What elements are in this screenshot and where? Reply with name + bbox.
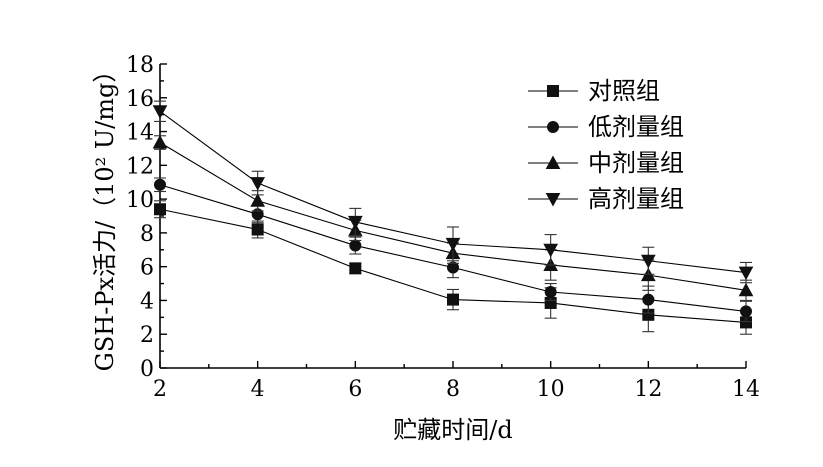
y-tick-label: 14 xyxy=(126,121,154,146)
data-point xyxy=(154,203,166,216)
data-point xyxy=(251,223,264,236)
legend-marker xyxy=(547,85,559,97)
x-tick-label: 8 xyxy=(446,377,460,402)
legend-item-3: 中剂量组 xyxy=(528,149,684,177)
x-tick-label: 4 xyxy=(251,377,265,402)
legend-label: 中剂量组 xyxy=(588,149,684,177)
y-tick-label: 18 xyxy=(126,53,154,78)
y-tick-label: 2 xyxy=(140,323,154,348)
series-2 xyxy=(154,177,752,323)
legend-label: 低剂量组 xyxy=(588,113,684,141)
y-tick-label: 12 xyxy=(126,154,154,179)
series-1 xyxy=(154,200,752,335)
data-point xyxy=(349,239,362,252)
legend-label: 高剂量组 xyxy=(588,185,684,213)
data-point xyxy=(740,305,752,318)
data-point xyxy=(347,215,363,230)
data-point xyxy=(642,293,655,306)
data-point xyxy=(154,178,166,191)
y-tick-label: 4 xyxy=(140,289,154,314)
x-axis-title: 贮藏时间/d xyxy=(393,416,512,444)
y-tick-label: 8 xyxy=(140,222,154,247)
x-tick-label: 10 xyxy=(537,377,565,402)
data-point xyxy=(738,266,754,281)
y-tick-label: 16 xyxy=(126,87,154,112)
data-point xyxy=(738,282,754,297)
data-point xyxy=(544,286,557,298)
y-tick-label: 10 xyxy=(126,188,154,213)
data-point xyxy=(349,262,362,275)
legend-item-1: 对照组 xyxy=(528,77,660,105)
legend-marker xyxy=(547,121,559,133)
data-point xyxy=(250,177,266,191)
y-tick-label: 0 xyxy=(140,357,154,382)
series-4 xyxy=(152,100,754,284)
legend-marker xyxy=(545,155,561,169)
x-tick-label: 12 xyxy=(634,377,662,402)
data-point xyxy=(152,134,168,149)
y-axis-title: GSH-Px活力/（10² U/mg） xyxy=(91,59,119,372)
legend-marker xyxy=(545,193,561,207)
data-point xyxy=(543,243,559,258)
legend-item-2: 低剂量组 xyxy=(528,113,684,141)
data-point xyxy=(152,105,168,119)
legend-item-4: 高剂量组 xyxy=(528,185,684,213)
data-point xyxy=(640,254,656,269)
legend-label: 对照组 xyxy=(588,77,660,105)
x-tick-label: 2 xyxy=(153,377,167,402)
y-tick-label: 6 xyxy=(140,256,154,281)
series-layer xyxy=(152,100,754,335)
data-point xyxy=(445,237,461,252)
data-point xyxy=(447,293,459,306)
x-tick-label: 14 xyxy=(732,377,760,402)
x-tick-label: 6 xyxy=(348,377,362,402)
data-point xyxy=(250,193,266,207)
